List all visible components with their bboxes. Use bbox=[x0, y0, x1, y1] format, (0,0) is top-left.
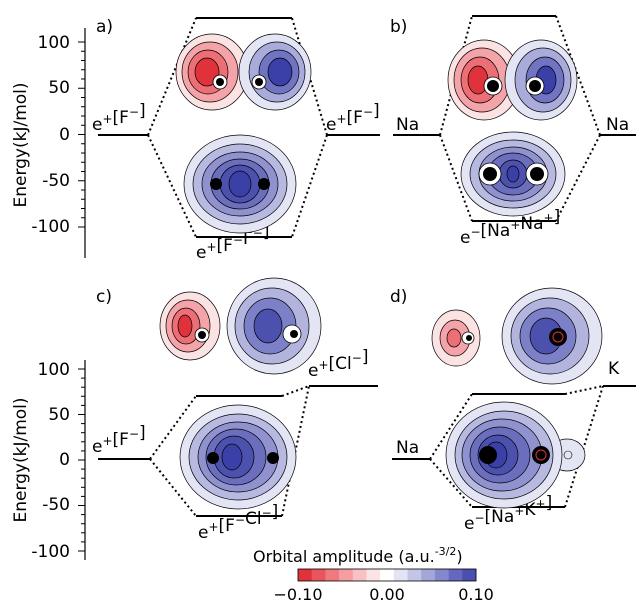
colorbar-segment bbox=[462, 569, 476, 581]
tick-label: -100 bbox=[31, 542, 70, 562]
orbital-bonding bbox=[184, 135, 296, 233]
level-label-right: K bbox=[608, 359, 620, 379]
colorbar-segment bbox=[312, 569, 326, 581]
level-label-left: Na bbox=[396, 115, 419, 135]
level-label-right: Na bbox=[606, 115, 629, 135]
panel-b: b) Na Na e−[Na+Na+] bbox=[390, 16, 636, 248]
panel-letter: b) bbox=[390, 17, 407, 37]
level-label-right: e+[F−] bbox=[326, 101, 380, 135]
tick-label: 100 bbox=[38, 360, 70, 380]
colorbar-segment bbox=[394, 569, 408, 581]
tick-label: -50 bbox=[42, 171, 70, 191]
colorbar-segment bbox=[366, 569, 380, 581]
colorbar-segment bbox=[325, 569, 339, 581]
colorbar-tick: 0.10 bbox=[458, 585, 494, 604]
panel-letter: a) bbox=[96, 17, 113, 37]
orbital-bonding bbox=[461, 132, 565, 216]
colorbar: Orbital amplitude (a.u.-3/2) −0.10 0.00 … bbox=[253, 545, 494, 604]
colorbar-tick: 0.00 bbox=[369, 585, 405, 604]
level-label-left: e+[F−] bbox=[92, 101, 146, 135]
energy-axis-label: Energy(kJ/mol) bbox=[11, 397, 31, 522]
colorbar-segment bbox=[435, 569, 449, 581]
tick-label: 100 bbox=[38, 33, 70, 53]
level-label-right: e+[Cl−] bbox=[308, 347, 368, 381]
colorbar-segment bbox=[339, 569, 353, 581]
level-label-left: e+[F−] bbox=[92, 423, 146, 457]
panel-letter: c) bbox=[96, 287, 112, 307]
tick-label: -50 bbox=[42, 495, 70, 515]
orbital-antibonding bbox=[432, 288, 602, 384]
colorbar-segment bbox=[298, 569, 312, 581]
colorbar-segment bbox=[421, 569, 435, 581]
orbital-bonding bbox=[180, 405, 296, 509]
colorbar-segment bbox=[408, 569, 422, 581]
orbital-bonding bbox=[446, 402, 585, 508]
panel-d: d) Na K e−[Na+K+] bbox=[390, 287, 636, 534]
energy-axis-label: Energy(kJ/mol) bbox=[11, 82, 31, 207]
colorbar-segment bbox=[380, 569, 394, 581]
panel-letter: d) bbox=[390, 287, 407, 307]
orbital-antibonding bbox=[448, 40, 577, 120]
energy-axis-bottom: 100 50 0 -50 -100 Energy(kJ/mol) bbox=[11, 360, 85, 562]
colorbar-segment bbox=[449, 569, 463, 581]
orbital-antibonding bbox=[160, 278, 321, 374]
orbital-antibonding bbox=[176, 34, 311, 110]
panel-c: c) e+[F−] e+[Cl−] e+[F−Cl−] bbox=[92, 278, 378, 543]
tick-label: 50 bbox=[48, 78, 70, 98]
panel-a: a) e+[F−] e+[F−] e+[F−F−] bbox=[92, 17, 380, 263]
colorbar-segment bbox=[353, 569, 367, 581]
tick-label: 0 bbox=[59, 125, 70, 145]
tick-label: 0 bbox=[59, 450, 70, 470]
tick-label: -100 bbox=[31, 217, 70, 237]
colorbar-title: Orbital amplitude (a.u.-3/2) bbox=[253, 545, 463, 566]
level-label-left: Na bbox=[396, 438, 419, 458]
tick-label: 50 bbox=[48, 405, 70, 425]
colorbar-tick: −0.10 bbox=[273, 585, 322, 604]
energy-axis-top: 100 50 0 -50 -100 Energy(kJ/mol) bbox=[11, 28, 85, 258]
